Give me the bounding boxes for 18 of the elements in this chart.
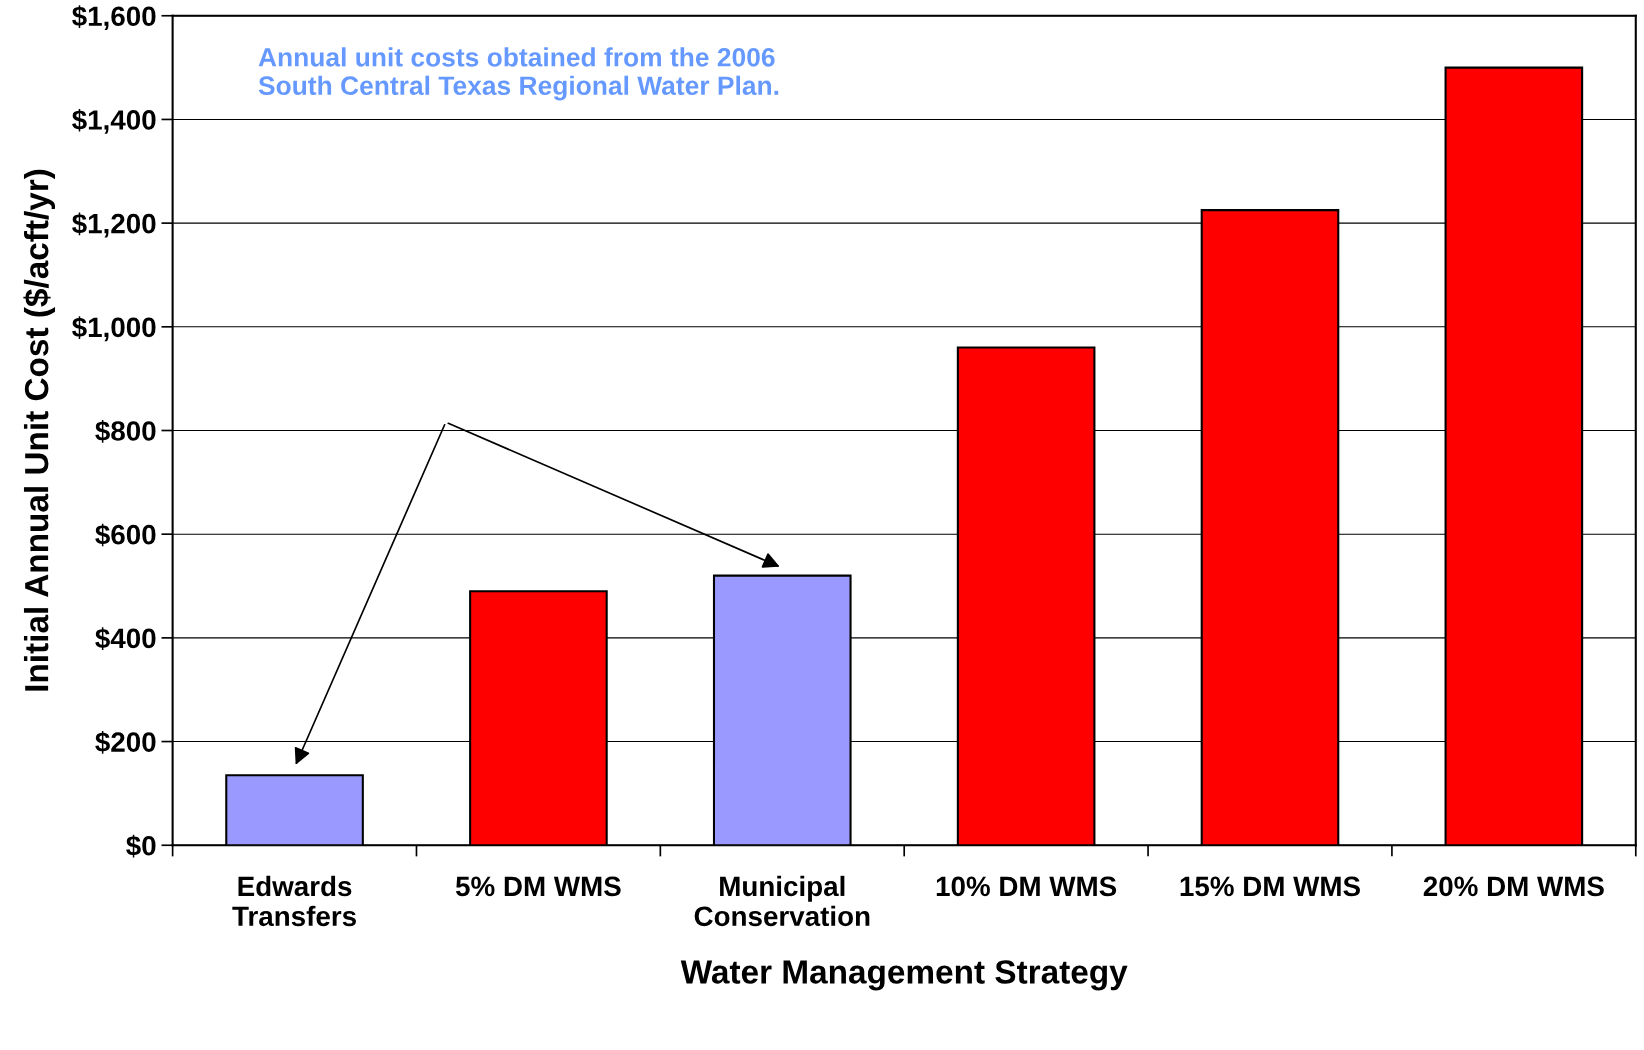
y-tick-label: $600 (95, 523, 156, 547)
y-tick-label: $1,200 (72, 212, 156, 238)
x-tick-label: 10% DM WMS (936, 876, 1117, 897)
x-tick-label: 5% DM WMS (455, 876, 621, 897)
y-tick-label: $200 (95, 731, 156, 754)
y-tick-label: $800 (95, 419, 156, 443)
x-axis-title: Water Management Strategy (680, 960, 1128, 991)
x-tick-label: 20% DM WMS (1423, 876, 1604, 897)
y-tick-label: $1,000 (72, 316, 156, 342)
y-axis-title: Initial Annual Unit Cost ($/acft/yr) (23, 169, 56, 691)
x-tick-label: 15% DM WMS (1180, 876, 1360, 897)
x-tick-label: Municipal Conservation (694, 875, 870, 927)
y-tick-label: $400 (95, 627, 156, 650)
y-tick-label: $1,600 (72, 5, 156, 31)
x-tick-label: Edwards Transfers (232, 875, 356, 927)
y-tick-label: $0 (126, 834, 156, 858)
y-tick-label: $1,400 (72, 108, 156, 134)
annotation: Annual unit costs obtained from the 2006 South Central Texas Regional Water Plan. (258, 47, 779, 101)
